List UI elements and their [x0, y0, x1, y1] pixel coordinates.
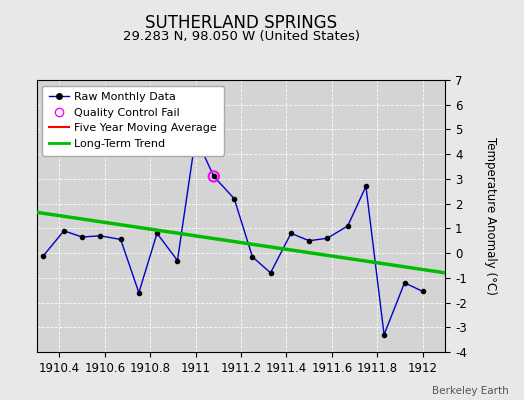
- Legend: Raw Monthly Data, Quality Control Fail, Five Year Moving Average, Long-Term Tren: Raw Monthly Data, Quality Control Fail, …: [42, 86, 224, 156]
- Text: Berkeley Earth: Berkeley Earth: [432, 386, 508, 396]
- Text: SUTHERLAND SPRINGS: SUTHERLAND SPRINGS: [145, 14, 337, 32]
- Point: [210, 173, 218, 180]
- Y-axis label: Temperature Anomaly (°C): Temperature Anomaly (°C): [484, 137, 497, 295]
- Text: 29.283 N, 98.050 W (United States): 29.283 N, 98.050 W (United States): [123, 30, 359, 43]
